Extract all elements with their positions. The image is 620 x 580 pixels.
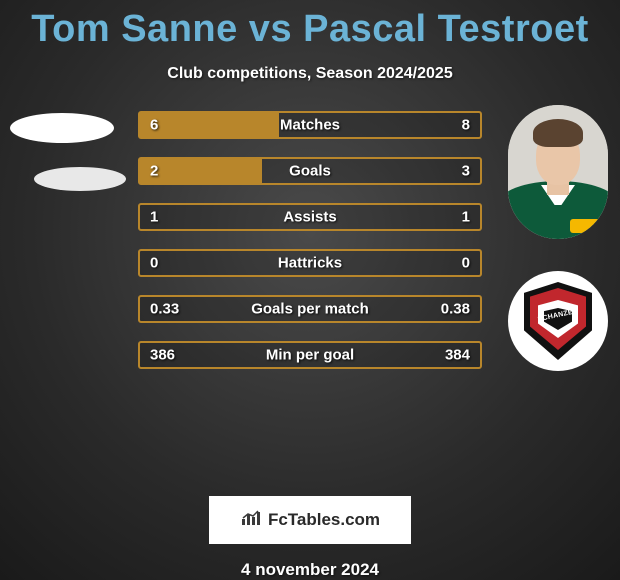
stat-label: Matches	[280, 117, 340, 134]
stats-bars: 6 8 Matches 2 3 Goals 1 1 Assists 0 0 Hattricks 0.33…	[138, 111, 482, 387]
stat-value-right: 0	[462, 255, 470, 272]
stat-fill-left	[140, 113, 279, 137]
stat-label: Hattricks	[278, 255, 342, 272]
content-wrapper: Tom Sanne vs Pascal Testroet Club compet…	[0, 0, 620, 580]
portrait-frame	[508, 105, 608, 239]
stat-value-right: 0.38	[441, 301, 470, 318]
source-logo: FcTables.com	[209, 496, 411, 544]
player-right-portrait	[508, 105, 608, 239]
stat-value-left: 6	[150, 117, 158, 134]
stat-row: 0.33 0.38 Goals per match	[138, 295, 482, 323]
subtitle: Club competitions, Season 2024/2025	[167, 65, 452, 83]
stat-value-right: 3	[462, 163, 470, 180]
club-badge: SCHANZER	[508, 271, 608, 371]
stat-value-left: 0.33	[150, 301, 179, 318]
placeholder-oval-1	[10, 113, 114, 143]
chart-icon	[240, 509, 262, 532]
stat-value-right: 1	[462, 209, 470, 226]
logo-text: FcTables.com	[268, 510, 380, 530]
portrait-sponsor	[570, 219, 600, 233]
stat-row: 1 1 Assists	[138, 203, 482, 231]
stats-zone: SCHANZER 6 8 Matches 2 3 Goals 1 1 Assists 0 0 Hatt…	[0, 111, 620, 484]
stat-row: 2 3 Goals	[138, 157, 482, 185]
stat-label: Assists	[283, 209, 336, 226]
stat-value-left: 386	[150, 347, 175, 364]
page-title: Tom Sanne vs Pascal Testroet	[31, 8, 588, 51]
stat-fill-left	[140, 159, 262, 183]
portrait-hair	[533, 119, 583, 147]
stat-row: 0 0 Hattricks	[138, 249, 482, 277]
stat-label: Min per goal	[266, 347, 354, 364]
stat-label: Goals	[289, 163, 331, 180]
stat-value-left: 0	[150, 255, 158, 272]
stat-label: Goals per match	[251, 301, 369, 318]
placeholder-oval-2	[34, 167, 126, 191]
stat-row: 6 8 Matches	[138, 111, 482, 139]
badge-shield: SCHANZER	[524, 282, 592, 360]
date-label: 4 november 2024	[241, 560, 379, 580]
stat-value-right: 8	[462, 117, 470, 134]
stat-row: 386 384 Min per goal	[138, 341, 482, 369]
stat-value-left: 2	[150, 163, 158, 180]
stat-value-left: 1	[150, 209, 158, 226]
stat-value-right: 384	[445, 347, 470, 364]
